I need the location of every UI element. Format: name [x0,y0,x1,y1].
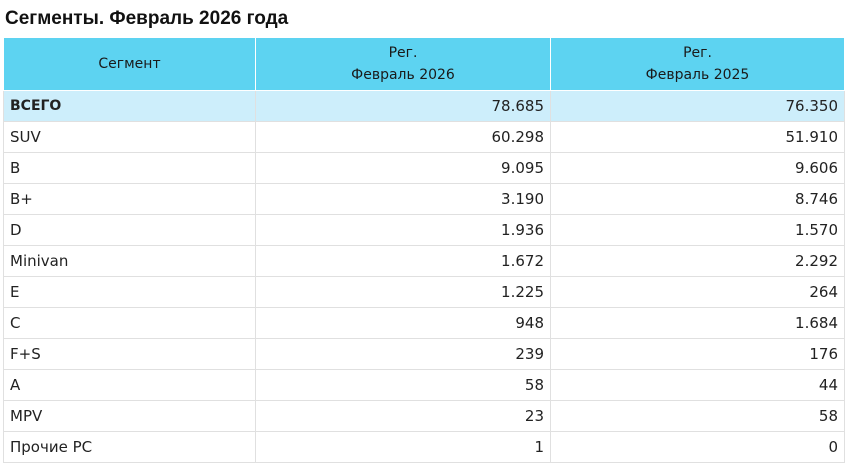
cell-feb-2025: 8.746 [550,183,845,215]
cell-feb-2025: 1.570 [550,214,845,246]
cell-segment: F+S [3,338,256,370]
cell-feb-2025: 176 [550,338,845,370]
table-row: D 1.936 1.570 [3,214,845,246]
cell-feb-2026: 1.672 [255,245,551,277]
cell-feb-2025: 264 [550,276,845,308]
cell-segment: SUV [3,121,256,153]
header-reg-feb-2026-line1: Рег. [388,45,418,61]
cell-feb-2026: 239 [255,338,551,370]
cell-segment: C [3,307,256,339]
cell-feb-2026: 78.685 [255,90,551,122]
segments-table: Сегмент Рег. Февраль 2026 Рег. Февраль 2… [3,37,845,463]
table-row: MPV 23 58 [3,400,845,432]
cell-feb-2026: 23 [255,400,551,432]
cell-feb-2026: 1 [255,431,551,463]
header-reg-feb-2026[interactable]: Рег. Февраль 2026 [255,37,551,91]
cell-feb-2025: 2.292 [550,245,845,277]
cell-segment: Minivan [3,245,256,277]
table-row: SUV 60.298 51.910 [3,121,845,153]
header-segment[interactable]: Сегмент [3,37,256,91]
cell-feb-2025: 58 [550,400,845,432]
header-segment-label: Сегмент [98,56,161,72]
cell-feb-2026: 1.225 [255,276,551,308]
cell-feb-2025: 9.606 [550,152,845,184]
cell-segment: MPV [3,400,256,432]
cell-segment: B [3,152,256,184]
cell-feb-2026: 948 [255,307,551,339]
cell-segment: Прочие PC [3,431,256,463]
cell-feb-2026: 3.190 [255,183,551,215]
cell-feb-2026: 60.298 [255,121,551,153]
table-row: Прочие PC 1 0 [3,431,845,463]
header-reg-feb-2026-line2: Февраль 2026 [351,67,455,83]
cell-segment: A [3,369,256,401]
table-header-row: Сегмент Рег. Февраль 2026 Рег. Февраль 2… [3,37,845,91]
header-reg-feb-2025-line2: Февраль 2025 [645,67,750,83]
table-row: Minivan 1.672 2.292 [3,245,845,277]
cell-feb-2025: 1.684 [550,307,845,339]
cell-feb-2025: 44 [550,369,845,401]
cell-segment: B+ [3,183,256,215]
cell-feb-2025: 0 [550,431,845,463]
cell-segment: E [3,276,256,308]
table-row: B+ 3.190 8.746 [3,183,845,215]
cell-segment: ВСЕГО [3,90,256,122]
cell-feb-2026: 9.095 [255,152,551,184]
cell-feb-2025: 76.350 [550,90,845,122]
cell-feb-2026: 1.936 [255,214,551,246]
cell-feb-2025: 51.910 [550,121,845,153]
header-reg-feb-2025[interactable]: Рег. Февраль 2025 [550,37,845,91]
table-row: F+S 239 176 [3,338,845,370]
table-row: E 1.225 264 [3,276,845,308]
table-row: A 58 44 [3,369,845,401]
header-reg-feb-2025-line1: Рег. [683,45,712,61]
cell-feb-2026: 58 [255,369,551,401]
table-row-total: ВСЕГО 78.685 76.350 [3,90,845,122]
table-row: C 948 1.684 [3,307,845,339]
table-row: B 9.095 9.606 [3,152,845,184]
cell-segment: D [3,214,256,246]
page-title: Сегменты. Февраль 2026 года [5,8,289,29]
